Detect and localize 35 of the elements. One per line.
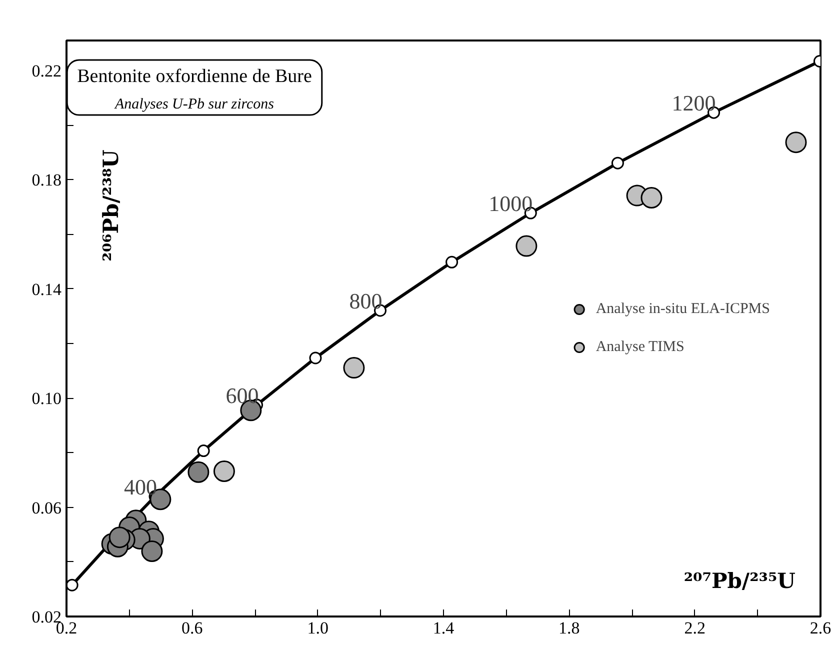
y-tick-label: 0.22 [32, 62, 62, 81]
point [213, 460, 235, 482]
text: Bentonite oxfordienne de Bure [77, 66, 312, 87]
point [611, 156, 624, 170]
annotation: 1000 [488, 191, 533, 216]
x-tick-label: 2.2 [684, 618, 706, 638]
annotation: 1200 [672, 90, 716, 116]
point [108, 526, 130, 548]
point [640, 187, 662, 208]
y-tick-label: 0.18 [32, 170, 62, 190]
y-tick-label: 0.14 [32, 280, 62, 299]
annotation: 600 [226, 382, 259, 408]
x-tick-label: 1.8 [558, 618, 580, 638]
y-tick-label: 0.06 [32, 498, 62, 518]
x-tick-label: 1.0 [307, 618, 328, 638]
y-tick-label: 0.10 [32, 389, 62, 408]
point [446, 256, 458, 268]
x-tick-label: 2.6 [810, 618, 832, 638]
annotation: 800 [349, 288, 382, 314]
point [785, 132, 807, 154]
x-tick-label: 0.6 [182, 618, 203, 638]
point [141, 540, 163, 562]
point [309, 352, 322, 364]
x-tick-label: 1.4 [432, 618, 455, 638]
annotation: 400 [124, 474, 157, 500]
text: Analyses U-Pb sur zircons [114, 96, 274, 112]
y-axis-title: ²⁰⁶Pb/²³⁸U [98, 150, 123, 262]
point [516, 235, 538, 257]
point [197, 444, 210, 458]
point [343, 357, 365, 379]
x-axis-title: ²⁰⁷Pb/²³⁵U [684, 568, 796, 593]
point [66, 578, 78, 592]
point [188, 461, 210, 483]
legend-label: Analyse in-situ ELA-ICPMS [596, 300, 770, 318]
legend-label: Analyse TIMS [596, 338, 684, 356]
